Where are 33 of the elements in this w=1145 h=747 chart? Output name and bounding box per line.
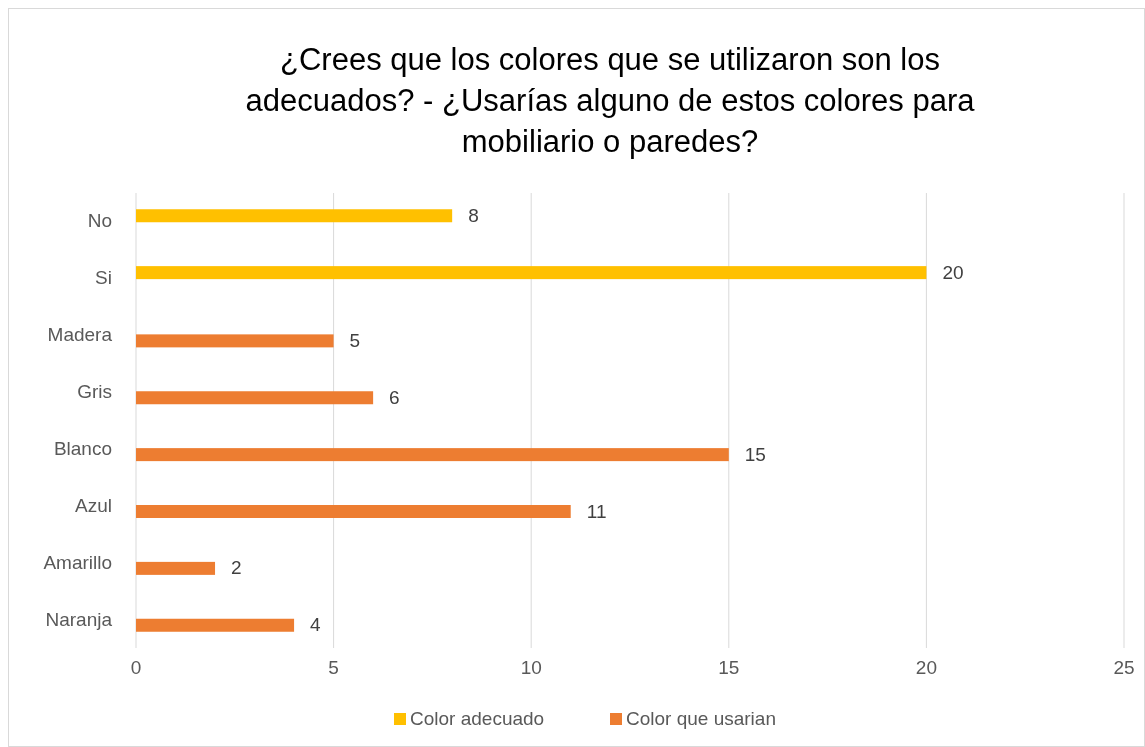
- x-tick-label: 0: [130, 657, 142, 678]
- legend-label: Color que usarian: [626, 708, 776, 729]
- x-tick-label: 25: [1113, 657, 1135, 678]
- data-label: 5: [349, 329, 361, 351]
- y-tick-label: No: [87, 210, 112, 232]
- y-tick-label: Gris: [77, 381, 112, 403]
- x-tick-label: 10: [520, 657, 542, 678]
- bar: [136, 391, 374, 405]
- data-label: 11: [586, 500, 607, 522]
- data-label: 20: [942, 261, 964, 283]
- bar: [136, 334, 334, 348]
- bar: [136, 618, 295, 632]
- data-label: 6: [389, 386, 400, 408]
- bar: [136, 448, 729, 462]
- bar: [136, 505, 571, 518]
- x-tick-label: 20: [915, 657, 937, 678]
- bar: [136, 561, 216, 575]
- y-tick-label: Naranja: [45, 608, 113, 630]
- y-tick-label: Amarillo: [43, 551, 112, 573]
- chart-title: ¿Crees que los colores que se utilizaron son los adecuados? - ¿Usarías alguno de estos colores para mobiliario o paredes?: [245, 42, 976, 159]
- y-tick-label: Azul: [75, 494, 112, 516]
- bar: [136, 209, 453, 223]
- legend-label: Color adecuado: [410, 708, 545, 729]
- data-label: 4: [310, 614, 322, 636]
- x-tick-label: 15: [718, 657, 740, 678]
- data-label: 15: [744, 443, 766, 465]
- data-label: 2: [231, 557, 242, 579]
- bar: [136, 266, 927, 280]
- data-label: 8: [468, 204, 479, 226]
- y-tick-label: Si: [95, 267, 112, 289]
- y-tick-label: Madera: [47, 324, 113, 346]
- x-tick-label: 5: [328, 657, 339, 678]
- y-tick-label: Blanco: [53, 437, 112, 459]
